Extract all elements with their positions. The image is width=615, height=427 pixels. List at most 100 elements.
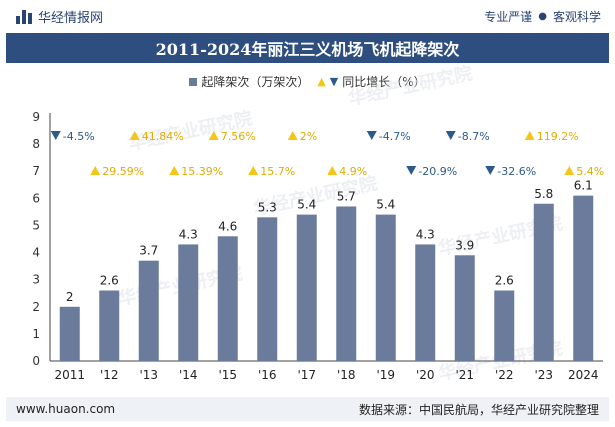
bar <box>138 260 159 361</box>
bar-value-label: 4.6 <box>218 219 237 233</box>
x-tick-label: '13 <box>139 368 158 382</box>
bar <box>257 217 278 361</box>
x-tick-label: 2011 <box>54 368 85 382</box>
brand-name: 华经情报网 <box>38 11 104 26</box>
legend-item-bars: 起降架次（万架次） <box>189 73 309 90</box>
legend-bar-label: 起降架次（万架次） <box>201 75 310 89</box>
bar-value-label: 5.7 <box>337 189 356 203</box>
growth-value-label: 29.59% <box>102 165 144 178</box>
bar-value-label: 2.6 <box>495 274 514 288</box>
chart-title-bar: 2011-2024年丽江三义机场飞机起降架次 <box>6 33 609 63</box>
growth-value-label: 5.4% <box>576 165 604 178</box>
slogan-tag-2: 客观科学 <box>552 10 601 24</box>
legend-item-growth: ▲ ▼ 同比增长（%） <box>317 73 425 90</box>
growth-value-label: 4.9% <box>339 165 367 178</box>
growth-down-marker <box>485 166 496 175</box>
x-tick-label: '19 <box>376 368 395 382</box>
brand[interactable]: 华经情报网 <box>16 7 103 26</box>
legend: 起降架次（万架次） ▲ ▼ 同比增长（%） <box>0 73 615 90</box>
growth-value-label: 41.84% <box>142 130 184 143</box>
bar <box>494 290 515 361</box>
x-tick-label: '23 <box>534 368 553 382</box>
bar <box>533 203 554 361</box>
y-tick-label: 0 <box>32 354 40 368</box>
bar-value-label: 2.6 <box>100 274 119 288</box>
slogan-tag-1: 专业严谨 <box>484 10 533 24</box>
growth-down-marker <box>445 131 456 140</box>
y-tick-label: 1 <box>32 327 40 341</box>
bar-value-label: 5.4 <box>297 198 316 212</box>
x-tick-label: '18 <box>337 368 356 382</box>
growth-up-marker <box>90 166 101 175</box>
growth-down-marker <box>406 166 417 175</box>
bar-value-label: 2 <box>66 290 74 304</box>
growth-value-label: -4.7% <box>379 130 411 143</box>
x-tick-label: '22 <box>495 368 514 382</box>
x-tick-label: 2024 <box>568 368 599 382</box>
growth-value-label: 15.39% <box>181 165 223 178</box>
growth-up-marker <box>248 166 259 175</box>
y-tick-label: 8 <box>32 137 40 151</box>
y-tick-label: 3 <box>32 273 40 287</box>
y-tick-label: 4 <box>32 246 40 260</box>
legend-bar-swatch <box>189 77 198 86</box>
bar-value-label: 4.3 <box>179 227 198 241</box>
bar <box>336 206 357 361</box>
bar-value-label: 3.7 <box>139 244 158 258</box>
y-tick-label: 6 <box>32 191 40 205</box>
bar-value-label: 6.1 <box>574 179 593 193</box>
bar <box>573 195 594 361</box>
bar <box>296 214 317 361</box>
footer-source: 数据来源：中国民航局，华经产业研究院整理 <box>358 402 599 417</box>
growth-up-marker <box>287 131 298 140</box>
bar-value-label: 3.9 <box>455 238 474 252</box>
bar-value-label: 4.3 <box>416 227 435 241</box>
growth-down-marker <box>50 131 61 140</box>
growth-value-label: 119.2% <box>537 130 579 143</box>
y-tick-label: 2 <box>32 300 40 314</box>
slogan-separator: ● <box>538 11 547 22</box>
growth-up-marker <box>129 131 140 140</box>
x-tick-label: '16 <box>258 368 277 382</box>
growth-up-marker <box>524 131 535 140</box>
footer-url[interactable]: www.huaon.com <box>16 402 116 416</box>
bar <box>99 290 120 361</box>
chart-title: 2011-2024年丽江三义机场飞机起降架次 <box>155 40 460 59</box>
x-tick-label: '14 <box>179 368 198 382</box>
bar <box>59 306 80 361</box>
bar <box>217 236 238 361</box>
y-tick-label: 5 <box>32 218 40 232</box>
footer: www.huaon.com 数据来源：中国民航局，华经产业研究院整理 <box>6 397 609 421</box>
growth-up-marker <box>564 166 575 175</box>
slogan: 专业严谨 ● 客观科学 <box>484 8 601 25</box>
bar-value-label: 5.4 <box>376 198 395 212</box>
brand-logo-icon <box>16 9 32 24</box>
growth-up-marker <box>208 131 219 140</box>
growth-up-marker <box>327 166 338 175</box>
growth-value-label: -4.5% <box>63 130 95 143</box>
bar <box>454 255 475 361</box>
growth-value-label: 15.7% <box>260 165 295 178</box>
x-tick-label: '12 <box>100 368 119 382</box>
triangle-down-icon: ▼ <box>329 75 339 88</box>
header: 华经情报网 专业严谨 ● 客观科学 <box>0 0 615 33</box>
bar-value-label: 5.3 <box>258 200 277 214</box>
growth-value-label: 7.56% <box>221 130 256 143</box>
growth-value-label: -8.7% <box>458 130 490 143</box>
growth-value-label: -20.9% <box>418 165 457 178</box>
x-tick-label: '17 <box>297 368 316 382</box>
growth-down-marker <box>366 131 377 140</box>
legend-growth-label: 同比增长（%） <box>342 75 426 89</box>
bar <box>415 244 436 361</box>
growth-value-label: -32.6% <box>497 165 536 178</box>
growth-up-marker <box>169 166 180 175</box>
bar <box>375 214 396 361</box>
triangle-up-icon: ▲ <box>317 75 326 88</box>
y-tick-label: 7 <box>32 164 40 178</box>
bar-value-label: 5.8 <box>534 187 553 201</box>
y-tick-label: 9 <box>32 110 40 124</box>
growth-value-label: 2% <box>300 130 317 143</box>
x-tick-label: '21 <box>455 368 474 382</box>
x-tick-label: '15 <box>218 368 237 382</box>
